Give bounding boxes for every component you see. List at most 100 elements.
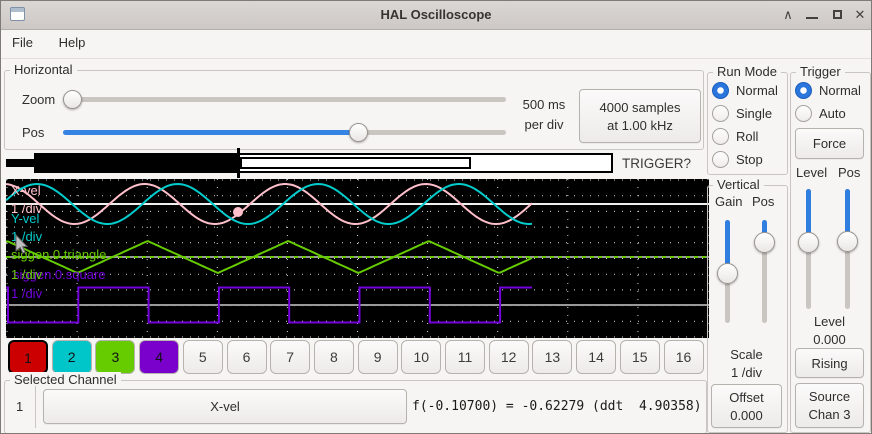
selected-channel-separator xyxy=(35,386,36,428)
run-mode-group: Run Mode xyxy=(707,64,788,175)
pos-label: Pos xyxy=(22,125,45,140)
samples-button[interactable]: 4000 samples at 1.00 kHz xyxy=(579,89,701,143)
horizontal-group-title: Horizontal xyxy=(10,62,77,78)
radio-icon[interactable] xyxy=(712,82,729,99)
menu-help[interactable]: Help xyxy=(58,35,86,50)
run-mode-option-single[interactable]: Single xyxy=(712,105,778,122)
radio-label: Single xyxy=(736,106,773,121)
gain-slider-fill xyxy=(725,220,730,274)
horizontal-pos-slider-handle[interactable] xyxy=(349,123,369,142)
channel-button-1[interactable]: 1 xyxy=(8,340,48,374)
selected-channel-group: Selected Channel xyxy=(4,372,707,433)
trigger-level-caption: Level xyxy=(813,314,846,329)
radio-icon[interactable] xyxy=(712,105,729,122)
record-bar-window xyxy=(240,157,471,169)
vertical-pos-slider-handle[interactable] xyxy=(754,232,775,254)
radio-label: Roll xyxy=(736,129,759,144)
trigger-source-button[interactable]: Source Chan 3 xyxy=(795,383,864,428)
channel-button-6[interactable]: 6 xyxy=(226,340,267,374)
radio-icon[interactable] xyxy=(712,151,729,168)
per-div-value: 500 ms xyxy=(522,97,566,112)
window-title: HAL Oscilloscope xyxy=(380,7,492,22)
channel-button-5[interactable]: 5 xyxy=(182,340,223,374)
radio-icon[interactable] xyxy=(795,82,812,99)
per-div-unit: per div xyxy=(524,117,564,132)
scope-channel-label: X-vel xyxy=(11,183,41,198)
force-button[interactable]: Force xyxy=(795,128,864,159)
vertical-pos-slider-fill xyxy=(762,220,767,243)
channel-button-3[interactable]: 3 xyxy=(95,340,136,374)
scope-channel-label: siggen.0.triangle xyxy=(11,247,106,262)
gain-slider-handle[interactable] xyxy=(717,263,738,285)
maximize-icon[interactable] xyxy=(827,1,849,29)
channel-button-14[interactable]: 14 xyxy=(576,340,617,374)
probe-readout: f(-0.10700) = -0.62279 (ddt 4.90358) xyxy=(412,399,702,414)
run-mode-group-title: Run Mode xyxy=(713,64,781,80)
scope-display[interactable]: X-vel 1 /div Y-vel 1 /div siggen.0.triangle s… xyxy=(5,179,709,338)
vertical-group-title: Vertical xyxy=(713,177,764,193)
channel-button-12[interactable]: 12 xyxy=(488,340,529,374)
channel-button-13[interactable]: 13 xyxy=(532,340,573,374)
trigger-level-label: Level xyxy=(796,165,828,180)
horizontal-group: Horizontal xyxy=(4,62,704,150)
radio-label: Normal xyxy=(819,83,861,98)
close-icon[interactable]: ✕ xyxy=(854,7,866,22)
radio-icon[interactable] xyxy=(795,105,812,122)
trigger-mode-option-normal[interactable]: Normal xyxy=(795,82,861,99)
mouse-cursor-icon xyxy=(15,233,29,254)
offset-button[interactable]: Offset 0.000 xyxy=(711,384,782,428)
channel-name-button[interactable]: X-vel xyxy=(43,389,407,424)
channel-button-11[interactable]: 11 xyxy=(445,340,485,374)
channel-button-9[interactable]: 9 xyxy=(357,340,398,374)
gain-label: Gain xyxy=(715,194,743,209)
trigger-level-value: 0.000 xyxy=(813,332,846,347)
radio-icon[interactable] xyxy=(712,128,729,145)
channel-button-15[interactable]: 15 xyxy=(619,340,660,374)
run-mode-option-stop[interactable]: Stop xyxy=(712,151,778,168)
channel-button-8[interactable]: 8 xyxy=(313,340,354,374)
trigger-group: Trigger xyxy=(790,64,871,433)
channel-button-10[interactable]: 10 xyxy=(401,340,442,374)
channel-button-4[interactable]: 4 xyxy=(139,340,180,374)
trigger-level-slider-handle[interactable] xyxy=(798,231,819,253)
shade-button[interactable]: ∧ xyxy=(783,7,793,22)
trigger-level-slider-fill xyxy=(806,189,811,242)
scope-channel-label: 1 /div xyxy=(11,201,43,216)
horizontal-pos-slider-fill xyxy=(63,130,359,135)
scale-value: 1 /div xyxy=(730,365,763,380)
vertical-pos-label: Pos xyxy=(752,194,775,209)
scope-channel-label: siggen.0.square xyxy=(13,267,106,282)
channel-button-7[interactable]: 7 xyxy=(270,340,311,374)
selected-channel-group-title: Selected Channel xyxy=(10,372,121,388)
horizontal-zoom-slider-handle[interactable] xyxy=(63,90,82,109)
channel-button-16[interactable]: 16 xyxy=(663,340,704,374)
selected-channel-number: 1 xyxy=(16,399,24,414)
zoom-label: Zoom xyxy=(22,92,56,107)
trigger-pos-label: Pos xyxy=(838,165,861,180)
run-mode-options: Normal Single Roll Stop xyxy=(712,82,778,168)
titlebar[interactable]: HAL Oscilloscope ∧ ✕ xyxy=(1,1,871,30)
radio-label: Auto xyxy=(819,106,846,121)
radio-label: Stop xyxy=(736,152,763,167)
scope-channel-label: 1 /div xyxy=(11,286,43,301)
scope-channel-label: Y-vel xyxy=(11,211,40,226)
menu-file[interactable]: File xyxy=(12,35,33,50)
minimize-icon[interactable] xyxy=(801,1,823,29)
run-mode-option-roll[interactable]: Roll xyxy=(712,128,778,145)
vertical-pos-slider[interactable] xyxy=(762,220,767,323)
trigger-group-title: Trigger xyxy=(796,64,845,80)
trigger-mode-option-auto[interactable]: Auto xyxy=(795,105,861,122)
menubar: File Help xyxy=(1,29,871,59)
radio-label: Normal xyxy=(736,83,778,98)
channel-button-2[interactable]: 2 xyxy=(51,340,92,374)
trigger-pos-slider-handle[interactable] xyxy=(837,230,858,252)
trigger-position-tick[interactable] xyxy=(237,148,240,178)
horizontal-zoom-slider[interactable] xyxy=(63,97,506,102)
record-bar-fill xyxy=(34,153,238,173)
run-mode-option-normal[interactable]: Normal xyxy=(712,82,778,99)
edge-button[interactable]: Rising xyxy=(795,348,864,378)
record-bar-stub xyxy=(6,159,34,167)
trigger-pos-slider-fill xyxy=(845,189,850,241)
